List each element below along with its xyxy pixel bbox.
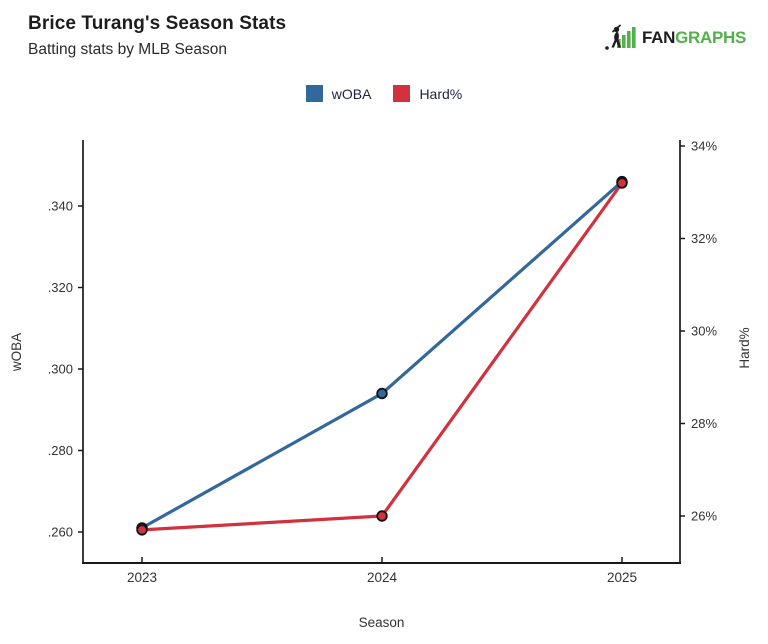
legend-swatch-woba [305, 85, 323, 102]
data-point-woba-2024[interactable] [376, 387, 388, 400]
x-tick-label: 2024 [367, 570, 398, 585]
data-point-hardpct-2023[interactable] [136, 524, 148, 536]
series-line-hardpct [140, 181, 624, 532]
right-tick-label: 26% [691, 509, 717, 524]
right-axis-title: Hard% [737, 327, 752, 368]
right-tick-label: 32% [691, 231, 717, 246]
left-tick-label: .260 [48, 525, 73, 540]
logo-graphs-text: GRAPHS [675, 27, 746, 47]
left-axis-title: wOBA [9, 333, 24, 372]
legend-item-hardpct[interactable]: Hard% [393, 85, 462, 102]
logo-fan-text: FAN [641, 27, 676, 47]
x-axis-title: Season [359, 615, 405, 630]
left-tick-label: .340 [48, 199, 73, 214]
legend-swatch-hardpct [393, 85, 411, 102]
right-tick-label: 30% [691, 324, 717, 339]
x-tick-label: 2025 [607, 570, 637, 585]
chart-legend: wOBA Hard% [0, 85, 768, 102]
legend-label-woba: wOBA [331, 85, 372, 102]
legend-label-hardpct: Hard% [419, 85, 463, 102]
fangraphs-batter-icon [605, 24, 636, 50]
x-tick-label: 2023 [127, 570, 157, 585]
legend-item-woba[interactable]: wOBA [305, 85, 372, 102]
left-tick-label: .300 [48, 362, 73, 377]
left-tick-label: .280 [48, 443, 73, 458]
page-subtitle: Batting stats by MLB Season [28, 41, 228, 58]
series-line-woba [140, 180, 624, 530]
fangraphs-logo-text: FANGRAPHS [642, 28, 746, 48]
fangraphs-logo[interactable]: FANGRAPHS [605, 24, 746, 51]
data-point-hardpct-2025[interactable] [616, 177, 628, 189]
right-tick-label: 34% [691, 139, 717, 154]
page-title: Brice Turang's Season Stats [28, 13, 287, 34]
left-tick-label: .320 [48, 280, 73, 295]
data-point-hardpct-2024[interactable] [376, 510, 388, 522]
chart-header: Brice Turang's Season Stats Batting stat… [28, 13, 286, 59]
right-tick-label: 28% [691, 416, 717, 431]
